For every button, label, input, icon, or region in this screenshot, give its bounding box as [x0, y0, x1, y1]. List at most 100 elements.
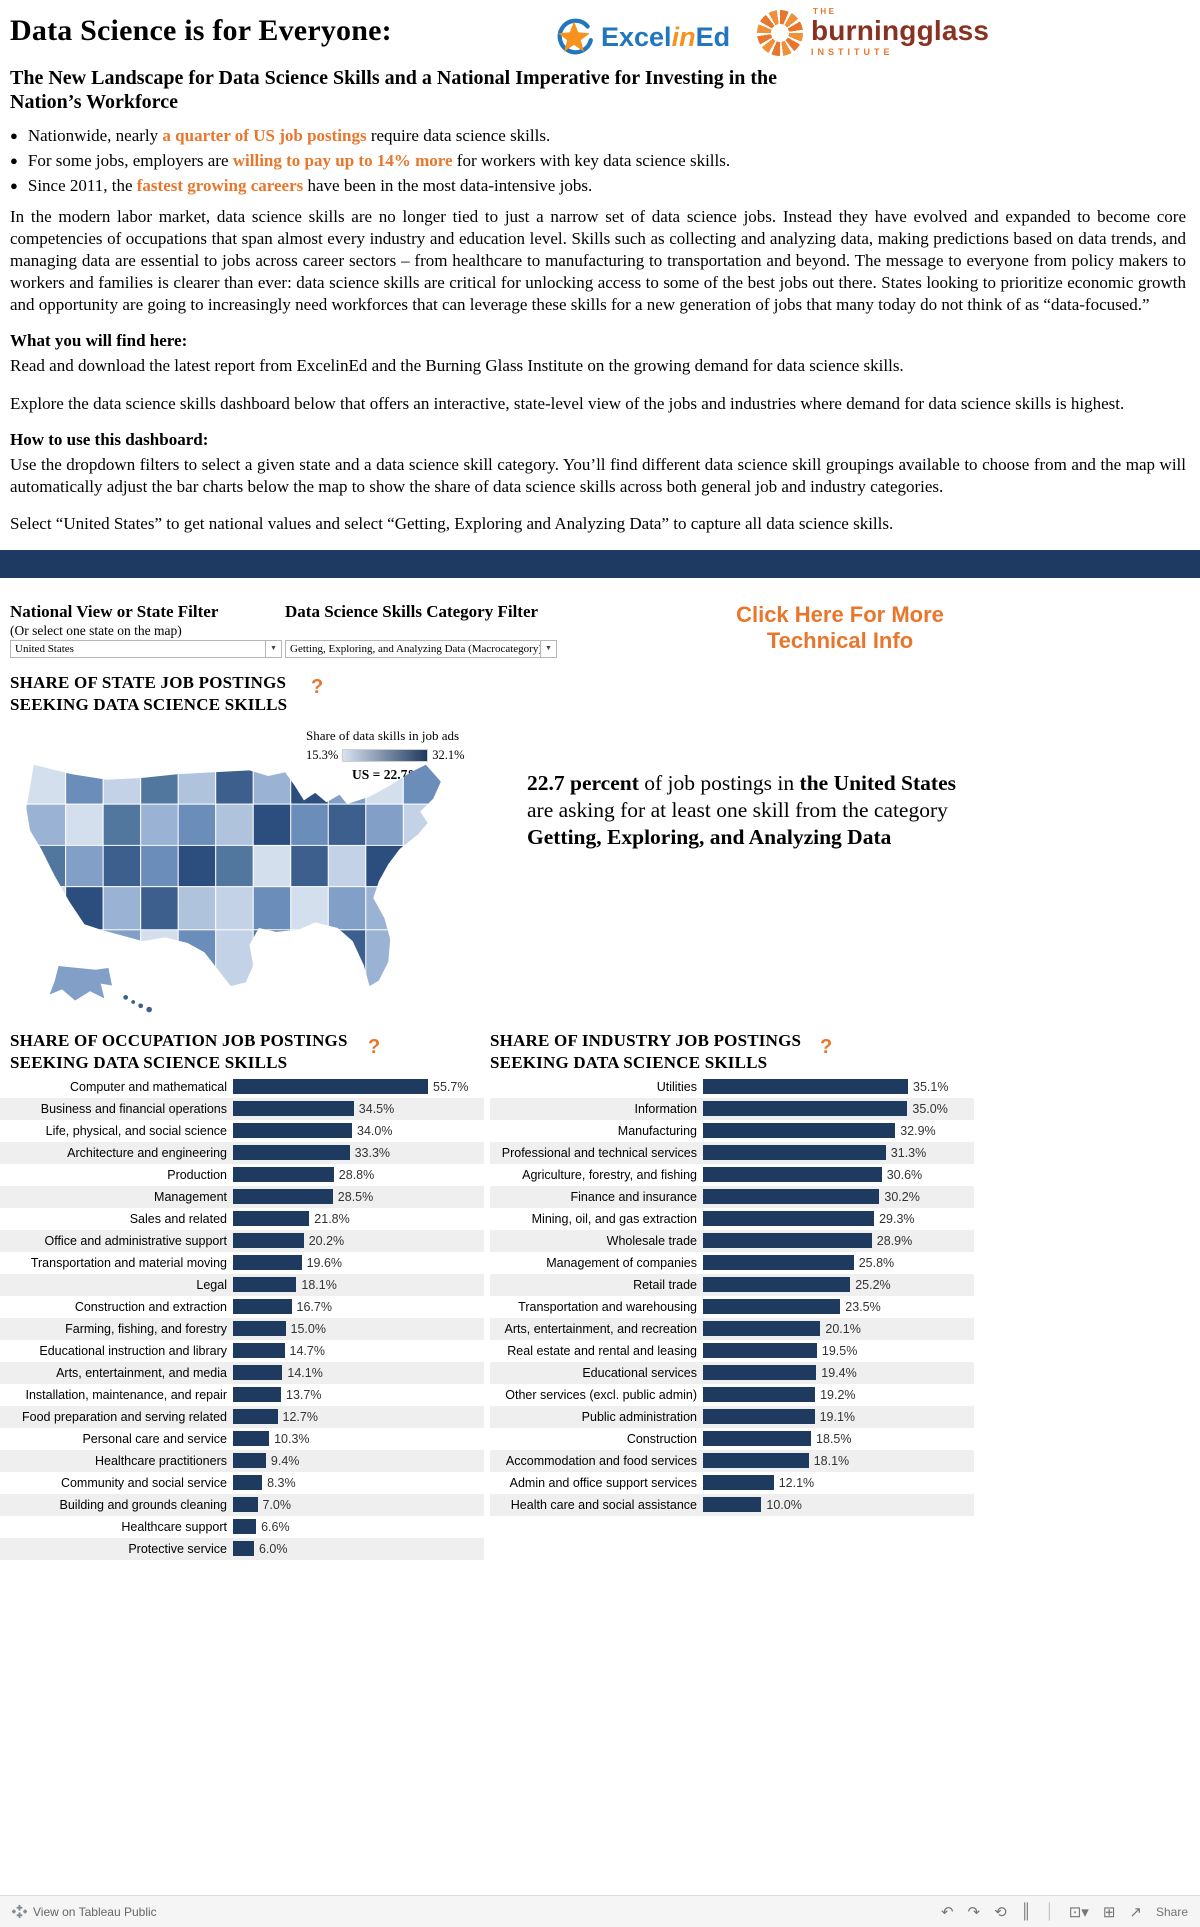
bar-row[interactable]: Personal care and service 10.3% — [0, 1428, 484, 1450]
redo-icon[interactable]: ↷ — [967, 1903, 981, 1921]
state-shape[interactable] — [252, 844, 292, 888]
bar-row[interactable]: Admin and office support services 12.1% — [490, 1472, 974, 1494]
bar-row[interactable]: Healthcare practitioners 9.4% — [0, 1449, 484, 1472]
state-shape[interactable] — [177, 886, 217, 931]
state-shape[interactable] — [290, 886, 329, 931]
state-shape[interactable] — [327, 803, 367, 846]
bar-row[interactable]: Educational services 19.4% — [490, 1361, 974, 1384]
bar-row[interactable]: Management 28.5% — [0, 1185, 484, 1208]
state-shape[interactable] — [65, 886, 104, 931]
pause-icon[interactable]: ║ — [1020, 1903, 1032, 1920]
view-on-tableau-label[interactable]: View on Tableau Public — [33, 1904, 157, 1919]
state-shape[interactable] — [290, 803, 329, 846]
state-shape[interactable] — [365, 844, 404, 888]
state-shape[interactable] — [327, 929, 367, 1018]
bar[interactable] — [233, 1167, 334, 1183]
bar[interactable] — [233, 1343, 285, 1359]
hawaii-shapes[interactable] — [123, 994, 152, 1013]
bar[interactable] — [703, 1497, 762, 1513]
reset-icon[interactable]: ⟲ — [994, 1903, 1007, 1921]
state-shape[interactable] — [290, 844, 329, 888]
bar-row[interactable]: Office and administrative support 20.2% — [0, 1229, 484, 1252]
bar-row[interactable]: Farming, fishing, and forestry 15.0% — [0, 1317, 484, 1340]
state-shape[interactable] — [215, 803, 254, 846]
bar-row[interactable]: Arts, entertainment, and recreation 20.1% — [490, 1317, 974, 1340]
state-shape[interactable] — [327, 746, 367, 805]
bar[interactable] — [703, 1167, 882, 1183]
bar[interactable] — [233, 1277, 297, 1293]
share-icon[interactable]: ↗ — [1129, 1903, 1142, 1921]
state-shape[interactable] — [402, 886, 467, 931]
fullscreen-icon[interactable]: ⊞ — [1102, 1903, 1116, 1921]
bar[interactable] — [233, 1233, 304, 1249]
state-shape[interactable] — [177, 929, 217, 1018]
bar-row[interactable]: Arts, entertainment, and media 14.1% — [0, 1361, 484, 1384]
bar-row[interactable]: Professional and technical services 31.3% — [490, 1141, 974, 1164]
bar[interactable] — [703, 1321, 821, 1337]
state-shape[interactable] — [215, 886, 254, 931]
bar-row[interactable]: Sales and related 21.8% — [0, 1208, 484, 1230]
bar[interactable] — [703, 1101, 908, 1117]
bar[interactable] — [703, 1299, 841, 1315]
bar-row[interactable]: Protective service 6.0% — [0, 1537, 484, 1560]
bar[interactable] — [703, 1277, 851, 1293]
state-shape[interactable] — [252, 803, 292, 846]
state-shape[interactable] — [402, 844, 467, 888]
state-shape[interactable] — [327, 886, 367, 931]
technical-info-link[interactable]: Click Here For More Technical Info — [736, 601, 944, 654]
bar[interactable] — [233, 1409, 278, 1425]
state-shape[interactable] — [402, 929, 467, 1018]
bar[interactable] — [233, 1079, 428, 1095]
state-shape[interactable] — [17, 844, 67, 888]
state-shape[interactable] — [140, 803, 179, 846]
state-shape[interactable] — [365, 886, 404, 931]
bar-row[interactable]: Retail trade 25.2% — [490, 1273, 974, 1296]
bar-row[interactable]: Transportation and material moving 19.6% — [0, 1252, 484, 1274]
bar[interactable] — [233, 1145, 350, 1161]
bar-row[interactable]: Wholesale trade 28.9% — [490, 1229, 974, 1252]
bar[interactable] — [703, 1123, 896, 1139]
bar-row[interactable]: Construction 18.5% — [490, 1428, 974, 1450]
bar[interactable] — [703, 1233, 872, 1249]
bar[interactable] — [703, 1079, 908, 1095]
bar[interactable] — [233, 1475, 263, 1491]
bar-row[interactable]: Installation, maintenance, and repair 13.… — [0, 1384, 484, 1406]
state-shape[interactable] — [252, 886, 292, 931]
bar[interactable] — [233, 1453, 266, 1469]
state-shape[interactable] — [102, 886, 142, 931]
state-shape[interactable] — [102, 746, 142, 805]
state-shape[interactable] — [365, 803, 404, 846]
bar[interactable] — [703, 1431, 811, 1447]
state-shape[interactable] — [177, 746, 217, 805]
bar[interactable] — [703, 1453, 809, 1469]
state-shape[interactable] — [215, 844, 254, 888]
bar-row[interactable]: Construction and extraction 16.7% — [0, 1296, 484, 1318]
state-shape[interactable] — [177, 844, 217, 888]
state-shape[interactable] — [327, 844, 367, 888]
bar[interactable] — [233, 1541, 254, 1557]
state-shape[interactable] — [365, 929, 404, 1018]
bar-row[interactable]: Life, physical, and social science 34.0% — [0, 1120, 484, 1142]
state-shape[interactable] — [365, 746, 404, 805]
bar[interactable] — [703, 1255, 854, 1271]
bar[interactable] — [703, 1343, 817, 1359]
state-shape[interactable] — [252, 746, 292, 805]
state-shape[interactable] — [215, 746, 254, 805]
industry-help-icon[interactable]: ? — [820, 1035, 833, 1058]
state-shape[interactable] — [140, 746, 179, 805]
bar-row[interactable]: Health care and social assistance 10.0% — [490, 1493, 974, 1516]
bar[interactable] — [703, 1475, 774, 1491]
state-shape[interactable] — [65, 746, 104, 805]
bar-row[interactable]: Information 35.0% — [490, 1097, 974, 1120]
state-shape[interactable] — [140, 886, 179, 931]
alaska-shape[interactable] — [47, 964, 114, 1002]
bar[interactable] — [703, 1387, 816, 1403]
burning-glass-logo[interactable]: THE burningglass INSTITUTE — [757, 8, 989, 57]
bar-row[interactable]: Manufacturing 32.9% — [490, 1120, 974, 1142]
bar[interactable] — [233, 1101, 354, 1117]
bar-row[interactable]: Architecture and engineering 33.3% — [0, 1141, 484, 1164]
bar-row[interactable]: Accommodation and food services 18.1% — [490, 1449, 974, 1472]
bar-row[interactable]: Transportation and warehousing 23.5% — [490, 1296, 974, 1318]
state-shape[interactable] — [290, 746, 329, 805]
state-shape[interactable] — [102, 803, 142, 846]
